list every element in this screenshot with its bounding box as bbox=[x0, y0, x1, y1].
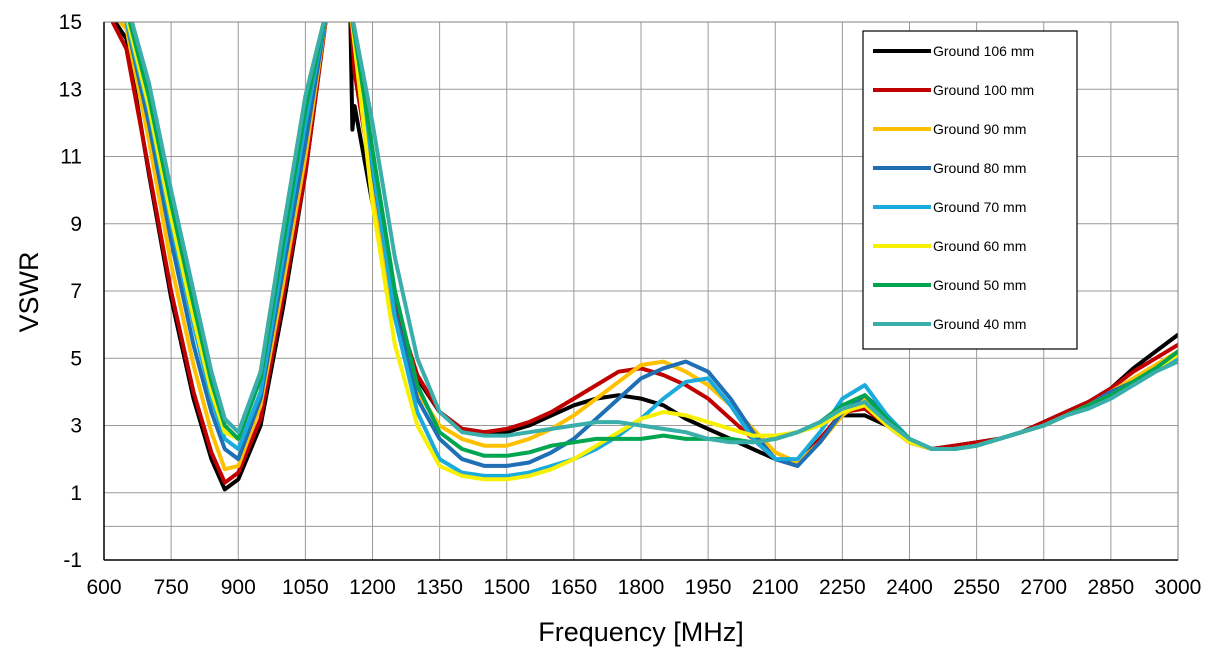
x-tick-label: 1650 bbox=[551, 576, 598, 599]
x-tick-label: 1950 bbox=[685, 576, 732, 599]
y-tick-label: 15 bbox=[59, 11, 82, 34]
x-tick-label: 1500 bbox=[483, 576, 530, 599]
x-tick-label: 2100 bbox=[752, 576, 799, 599]
legend-label: Ground 80 mm bbox=[933, 160, 1026, 176]
x-tick-labels: 600 750 900 1050 1200 1350 1500 1650 1800 1950 210… bbox=[86, 576, 1201, 599]
x-tick-label: 600 bbox=[86, 576, 121, 599]
x-tick-label: 2250 bbox=[819, 576, 866, 599]
legend-box bbox=[862, 30, 1078, 350]
axes bbox=[103, 21, 1179, 561]
y-tick-label: 11 bbox=[60, 146, 82, 169]
y-tick-label: 5 bbox=[70, 347, 82, 370]
y-tick-label: 7 bbox=[70, 280, 82, 303]
legend-label: Ground 90 mm bbox=[933, 121, 1026, 137]
legend-label: Ground 50 mm bbox=[933, 277, 1026, 293]
x-tick-label: 1350 bbox=[416, 576, 463, 599]
x-tick-label: 1800 bbox=[618, 576, 665, 599]
legend-label: Ground 106 mm bbox=[933, 43, 1034, 59]
legend-label: Ground 100 mm bbox=[933, 82, 1034, 98]
y-tick-label: -1 bbox=[63, 549, 82, 572]
x-tick-label: 1200 bbox=[349, 576, 396, 599]
series-line bbox=[129, 22, 1178, 451]
x-tick-label: 2400 bbox=[886, 576, 933, 599]
x-tick-label: 2700 bbox=[1020, 576, 1067, 599]
series-lines bbox=[110, 22, 1178, 492]
y-axis-title: VSWR bbox=[14, 252, 44, 333]
y-tick-label: 13 bbox=[59, 78, 82, 101]
legend-label: Ground 60 mm bbox=[933, 238, 1026, 254]
y-tick-label: 9 bbox=[70, 213, 82, 236]
y-tick-label: 3 bbox=[70, 415, 82, 438]
x-axis-title: Frequency [MHz] bbox=[538, 617, 744, 647]
x-tick-label: 2850 bbox=[1088, 576, 1135, 599]
legend-label: Ground 40 mm bbox=[933, 316, 1026, 332]
legend-label: Ground 70 mm bbox=[933, 199, 1026, 215]
x-tick-label: 900 bbox=[221, 576, 256, 599]
y-tick-label: 1 bbox=[70, 482, 82, 505]
x-tick-label: 3000 bbox=[1155, 576, 1202, 599]
legend: Ground 106 mm Ground 100 mm Ground 90 mm Gr… bbox=[862, 30, 1078, 350]
x-tick-label: 1050 bbox=[282, 576, 329, 599]
x-tick-label: 2550 bbox=[953, 576, 1000, 599]
x-tick-label: 750 bbox=[154, 576, 189, 599]
